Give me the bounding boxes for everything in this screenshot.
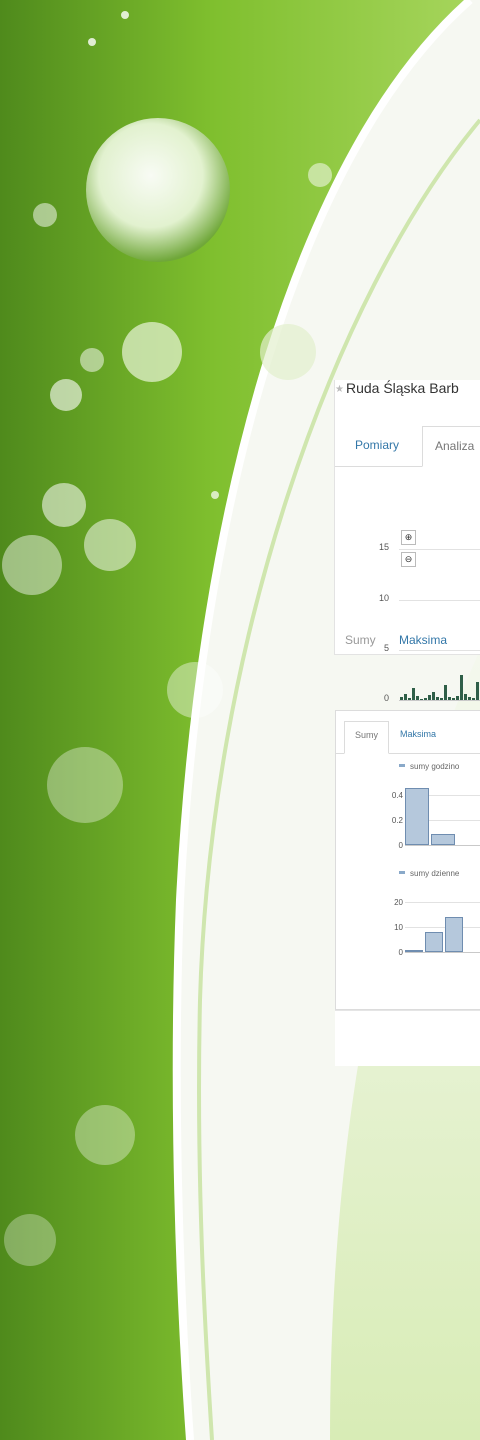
sums-panel-footer (335, 1010, 480, 1066)
histogram-bar (445, 917, 463, 952)
analysis-panel: ★ Ruda Śląska Barb Pomiary Analiza ⊕ ⊖ 15… (334, 380, 480, 703)
series-mark (424, 698, 427, 700)
tab-sumy[interactable]: Sumy (344, 721, 390, 754)
gridline (399, 549, 480, 550)
histogram-bar (431, 833, 455, 845)
bottom-tab-maksima[interactable]: Maksima (399, 633, 448, 647)
series-mark (400, 697, 403, 700)
gridline (405, 927, 480, 928)
series-mark (468, 697, 471, 700)
series-mark (404, 694, 407, 700)
series-mark (440, 698, 443, 700)
gridline (399, 650, 480, 651)
zoom-in-icon: ⊕ (404, 532, 413, 542)
gridline (405, 795, 480, 796)
analysis-tabs: Pomiary Analiza (335, 426, 480, 467)
series-mark (412, 688, 415, 700)
zoom-out-button[interactable]: ⊖ (401, 552, 416, 567)
series-mark (428, 695, 431, 700)
legend-hourly: sumy godzino (399, 762, 459, 771)
series-mark (416, 696, 419, 700)
y-tick-label: 15 (378, 542, 389, 552)
series-mark (448, 697, 451, 700)
station-title: ★ Ruda Śląska Barb (335, 380, 459, 396)
y-tick-label: 0 (398, 948, 403, 957)
timeseries-chart (400, 675, 479, 700)
gridline (405, 902, 480, 903)
y-tick-label: 20 (394, 898, 403, 907)
series-mark (408, 698, 411, 700)
y-tick-label: 0 (398, 841, 403, 850)
legend-swatch (399, 764, 405, 767)
legend-swatch (399, 871, 405, 874)
gridline (405, 820, 480, 821)
tab-analiza[interactable]: Analiza (422, 426, 480, 467)
series-mark (460, 675, 463, 700)
tab-maksima[interactable]: Maksima (400, 729, 437, 739)
sums-panel: Sumy Maksima sumy godzino 0.4 0.2 0 sumy… (335, 710, 480, 1010)
sums-tabs: Sumy Maksima (336, 721, 480, 754)
series-mark (420, 699, 423, 700)
x-axis (405, 952, 480, 953)
zoom-in-button[interactable]: ⊕ (401, 530, 416, 545)
histogram-bar (425, 932, 443, 952)
tab-pomiary[interactable]: Pomiary (355, 438, 400, 452)
y-tick-label: 0.2 (391, 816, 403, 825)
series-mark (432, 692, 435, 700)
series-mark (464, 694, 467, 700)
histogram-bar (405, 949, 423, 952)
y-tick-label: 10 (394, 923, 403, 932)
series-mark (456, 696, 459, 700)
legend-daily: sumy dzienne (399, 869, 459, 878)
y-tick-label: 10 (378, 593, 389, 603)
x-axis (405, 845, 480, 846)
y-tick-label: 5 (383, 643, 389, 653)
series-mark (444, 685, 447, 700)
y-tick-label: 0.4 (391, 791, 403, 800)
zoom-out-icon: ⊖ (404, 554, 413, 564)
bottom-tab-sumy[interactable]: Sumy (345, 633, 376, 647)
series-mark (436, 697, 439, 700)
y-tick-label: 0 (383, 693, 389, 703)
series-mark (472, 698, 475, 700)
histogram-bar (405, 787, 429, 845)
star-icon[interactable]: ★ (335, 384, 344, 395)
x-axis (399, 700, 480, 701)
gridline (399, 600, 480, 601)
series-mark (452, 698, 455, 700)
series-mark (476, 682, 479, 700)
